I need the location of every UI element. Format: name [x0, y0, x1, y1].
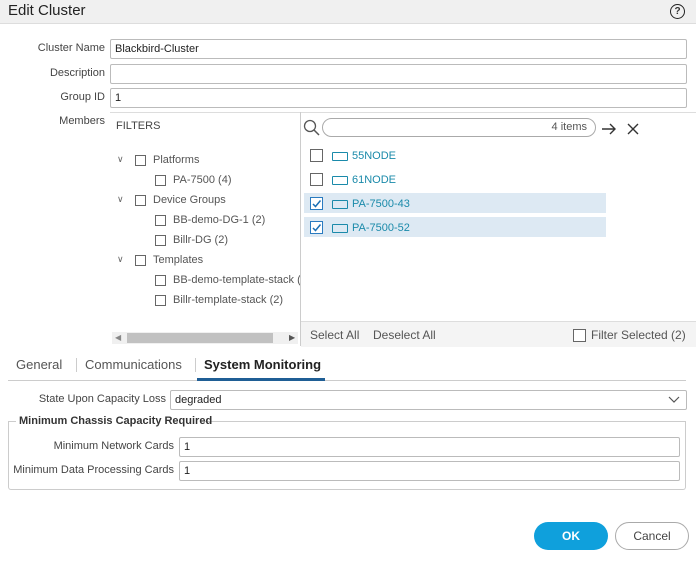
field-label: Group ID: [60, 91, 105, 103]
tab-separator: [195, 358, 196, 372]
scroll-left[interactable]: ◀: [115, 333, 122, 342]
tree-checkbox[interactable]: [135, 195, 146, 206]
filter-group: Device Groups: [153, 194, 226, 206]
scroll-thumb[interactable]: [127, 333, 273, 343]
tab[interactable]: System Monitoring: [204, 357, 322, 372]
field-label: Cluster Name: [37, 42, 105, 54]
filter-group: Platforms: [153, 154, 200, 166]
select-arrow: [668, 396, 680, 403]
filter-item: Billr-template-stack (2): [173, 294, 284, 306]
device-icon: [332, 224, 348, 233]
filter-item: Billr-DG (2): [173, 234, 228, 246]
member-checkbox[interactable]: [310, 173, 323, 186]
member-name[interactable]: 55NODE: [352, 150, 397, 162]
tab[interactable]: Communications: [85, 357, 182, 372]
fieldset-legend: Minimum Chassis Capacity Required: [19, 415, 213, 427]
filter-item: BB-demo-DG-1 (2): [173, 214, 266, 226]
tree-checkbox[interactable]: [135, 155, 146, 166]
member-name[interactable]: PA-7500-43: [352, 198, 410, 210]
fieldset-edge: [204, 421, 686, 422]
scroll-right[interactable]: ▶: [289, 333, 296, 342]
filters-title: FILTERS: [116, 120, 161, 132]
search-actions[interactable]: [600, 121, 644, 137]
member-checkbox[interactable]: [310, 197, 323, 210]
filter-group: Templates: [153, 254, 204, 266]
member-name[interactable]: PA-7500-52: [352, 222, 410, 234]
capacity-input[interactable]: 1: [179, 461, 680, 481]
selected-row: [304, 193, 606, 213]
cancel-button[interactable]: Cancel: [615, 522, 689, 550]
dialog-title: Edit Cluster: [8, 2, 86, 19]
tab-rule: [8, 380, 686, 381]
deselect-all[interactable]: Deselect All: [373, 328, 436, 342]
tab-separator: [76, 358, 77, 372]
tree-checkbox[interactable]: [135, 255, 146, 266]
list-footer: [301, 321, 696, 347]
fieldset-edge: [8, 421, 16, 422]
capacity-input[interactable]: 1: [179, 437, 680, 457]
tree-checkbox[interactable]: [155, 215, 166, 226]
tree-checkbox[interactable]: [155, 175, 166, 186]
help-icon[interactable]: ?: [670, 4, 685, 19]
state-select[interactable]: degraded: [170, 390, 687, 410]
filter-selected: Filter Selected (2): [591, 328, 686, 342]
device-icon: [332, 152, 348, 161]
group-id-input[interactable]: 1: [110, 88, 687, 108]
field-label: State Upon Capacity Loss: [38, 393, 166, 405]
ok-button[interactable]: OK: [534, 522, 608, 550]
fieldset: [8, 421, 686, 490]
search-input[interactable]: [322, 118, 596, 137]
members-panel: [110, 112, 696, 347]
field-label: Members: [59, 115, 105, 127]
item-count: 4 items: [551, 121, 587, 133]
cluster-name-input[interactable]: Blackbird-Cluster: [110, 39, 687, 59]
member-checkbox[interactable]: [310, 221, 323, 234]
field-label: Minimum Network Cards: [53, 440, 174, 452]
tab[interactable]: General: [16, 357, 63, 372]
expand-arrow[interactable]: ∨: [117, 194, 124, 204]
tree-checkbox[interactable]: [155, 235, 166, 246]
header-bar: [0, 0, 696, 24]
device-icon: [332, 200, 348, 209]
tab-underline: [197, 378, 325, 381]
select-all[interactable]: Select All: [310, 328, 360, 342]
tree-checkbox[interactable]: [155, 275, 166, 286]
search-icon: [303, 119, 320, 136]
description-input[interactable]: [110, 64, 687, 84]
field-label: Minimum Data Processing Cards: [13, 464, 174, 476]
filter-selected-checkbox[interactable]: [573, 329, 586, 342]
expand-arrow[interactable]: ∨: [117, 254, 124, 264]
member-checkbox[interactable]: [310, 149, 323, 162]
member-name[interactable]: 61NODE: [352, 174, 397, 186]
device-icon: [332, 176, 348, 185]
tree-checkbox[interactable]: [155, 295, 166, 306]
filter-item: BB-demo-template-stack (: [173, 274, 300, 286]
divider: [300, 112, 301, 346]
field-label: Description: [49, 67, 105, 79]
expand-arrow[interactable]: ∨: [117, 154, 124, 164]
selected-row: [304, 217, 606, 237]
filter-item: PA-7500 (4): [173, 174, 232, 186]
